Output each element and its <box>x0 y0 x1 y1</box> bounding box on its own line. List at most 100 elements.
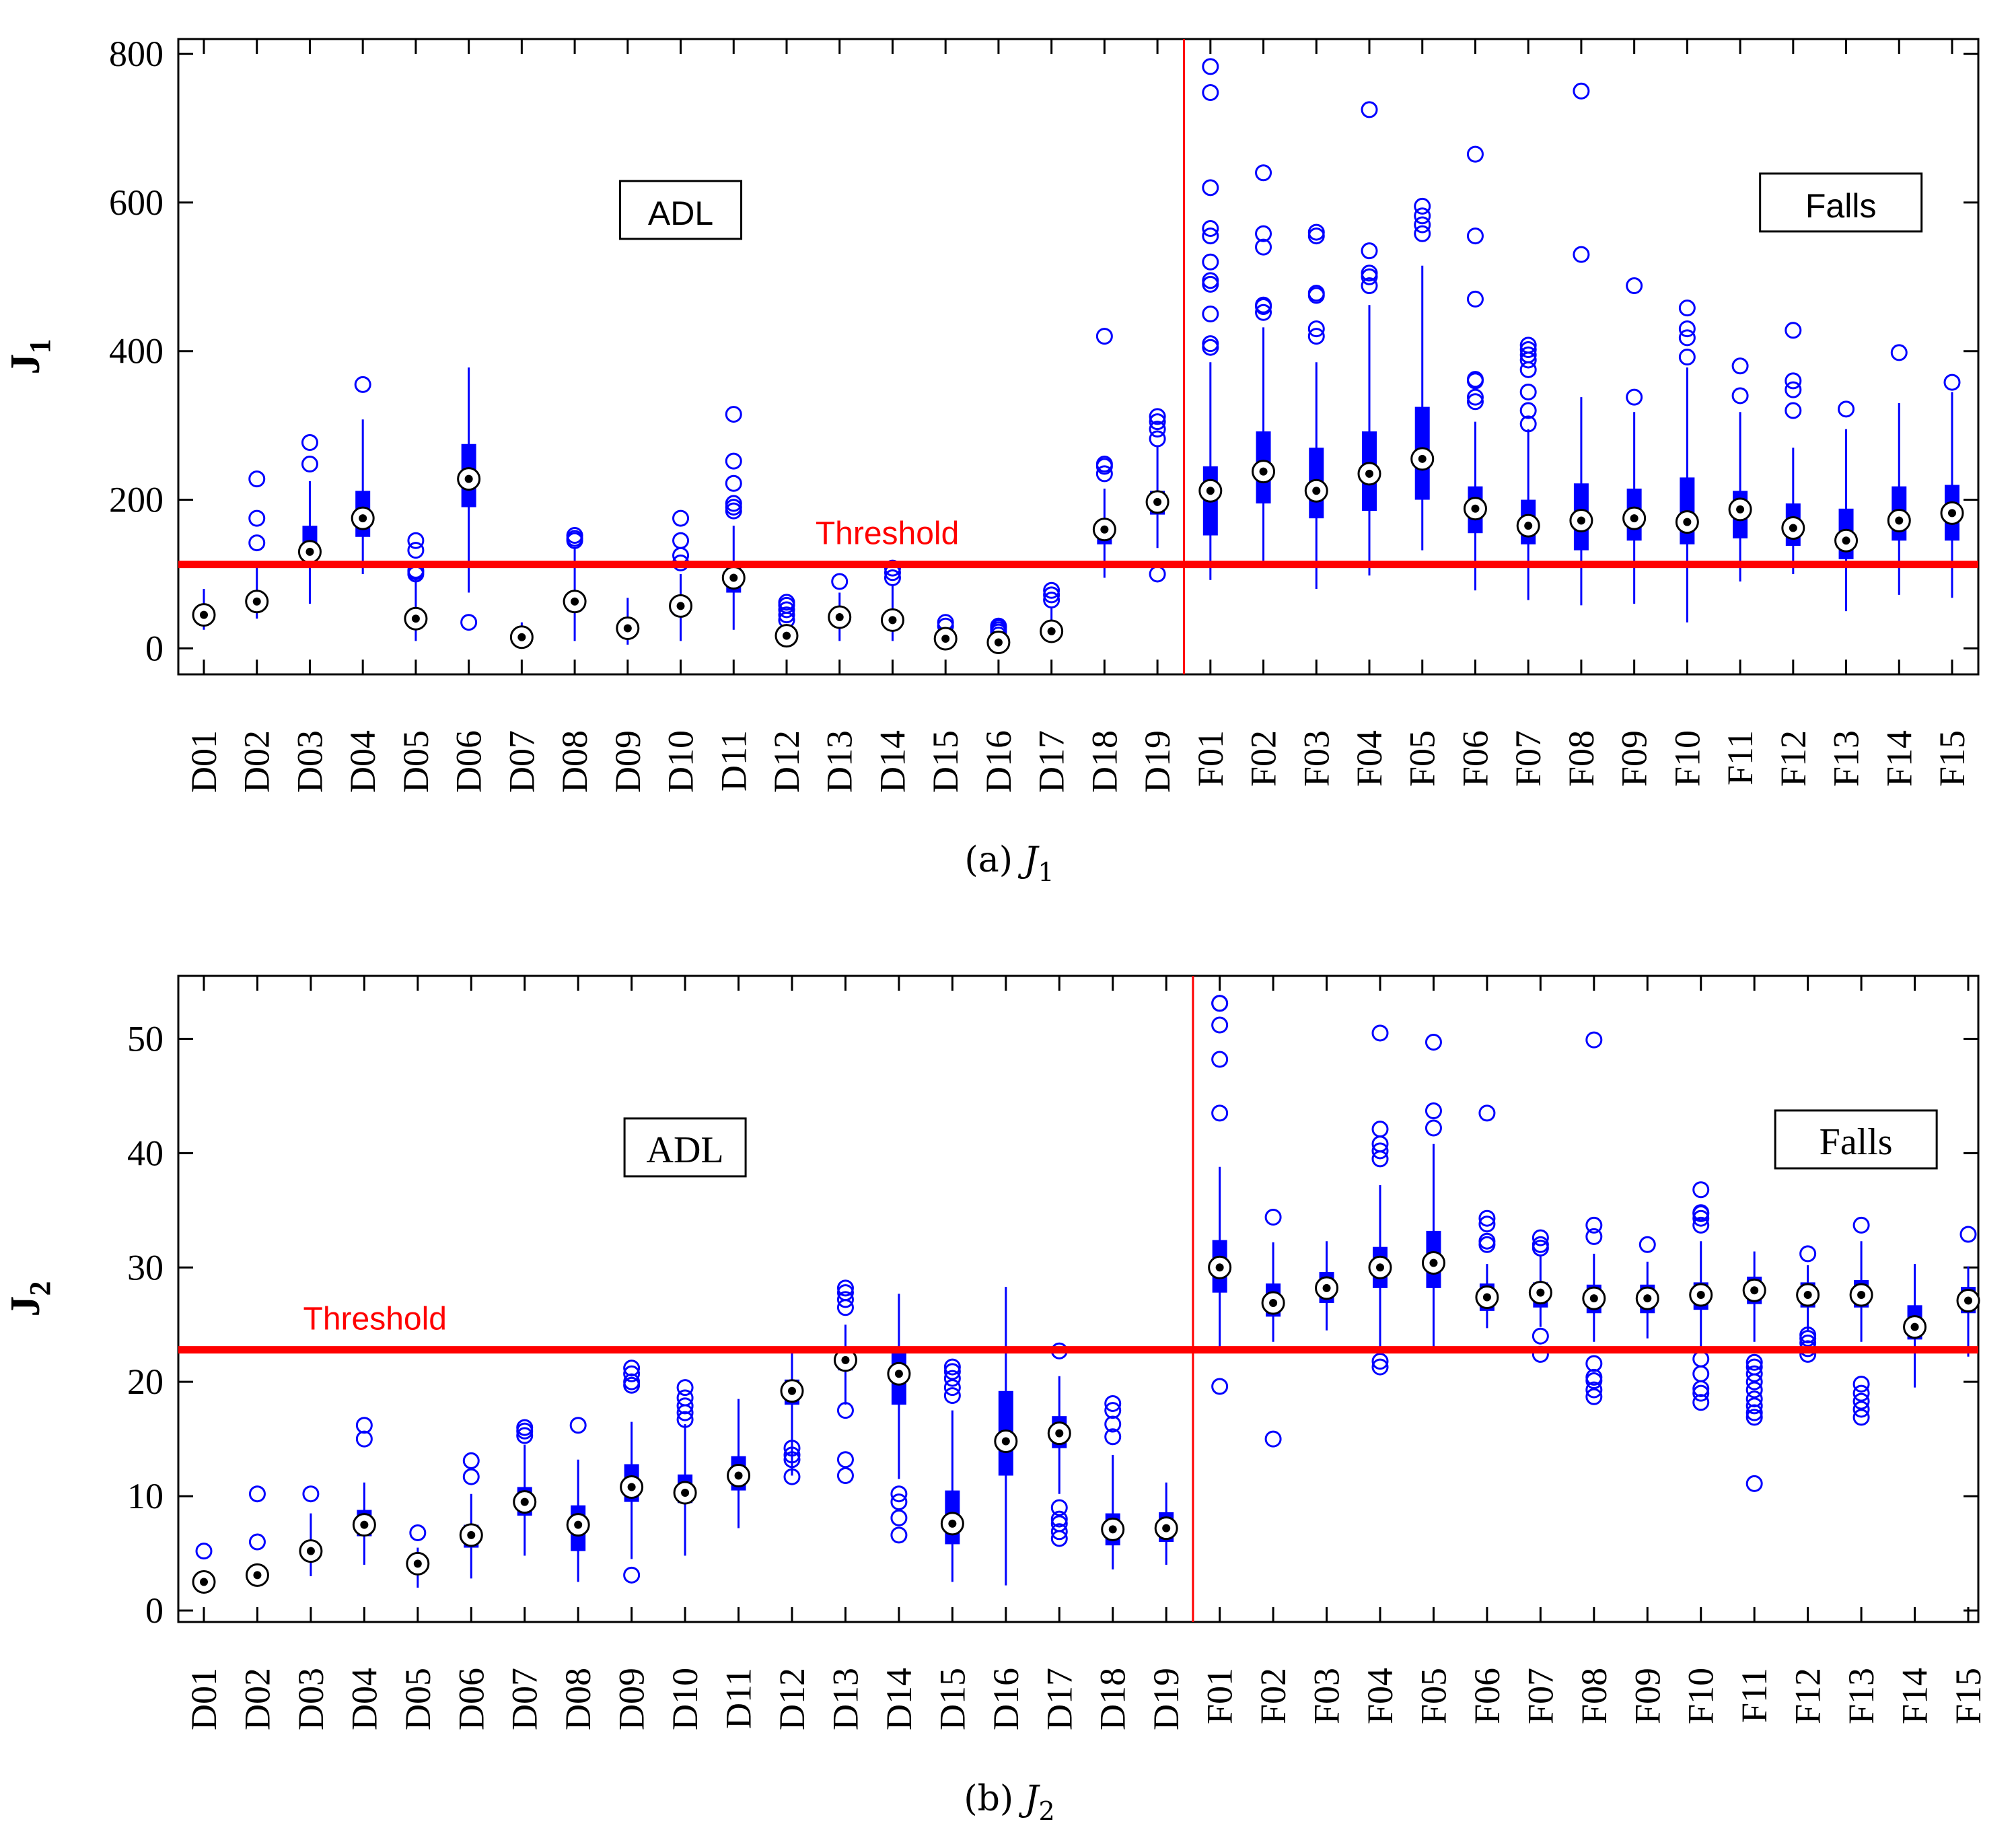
x-tick-label: F15 <box>1932 730 1972 787</box>
outlier-point <box>1202 220 1219 238</box>
x-tick-label: D10 <box>661 730 701 793</box>
box-D19 <box>1154 1482 1178 1565</box>
outlier-point <box>1745 1365 1763 1382</box>
outlier-point <box>1678 320 1696 338</box>
outlier-point <box>1104 1428 1122 1446</box>
outlier-point <box>1852 1401 1870 1418</box>
median-dot <box>1429 1259 1438 1267</box>
median-dot <box>788 1386 796 1395</box>
outlier-point <box>1532 1236 1549 1253</box>
median-dot <box>1108 1525 1117 1534</box>
x-tick-label: F07 <box>1520 1668 1560 1724</box>
outlier-point <box>725 406 742 423</box>
box-D03 <box>299 1485 323 1577</box>
annotation-text: Falls <box>1820 1121 1893 1163</box>
median-dot <box>413 1559 422 1568</box>
annotation-falls: Falls <box>1774 1109 1938 1170</box>
outlier-point <box>943 1358 961 1376</box>
outlier-point <box>836 1291 854 1308</box>
box-D18 <box>1101 1394 1125 1569</box>
median-dot <box>360 1520 369 1529</box>
x-tick-label: D19 <box>1146 1668 1186 1730</box>
median-dot <box>252 597 261 606</box>
outlier-point <box>1799 1327 1817 1344</box>
box-D03 <box>297 434 322 604</box>
box-D06 <box>457 367 481 631</box>
outlier-point <box>462 1452 480 1469</box>
y-axis-label-sub: 1 <box>24 339 57 354</box>
outlier-point <box>1371 1024 1389 1042</box>
box-D09 <box>620 1360 644 1584</box>
box-D08 <box>563 527 587 641</box>
outlier-point <box>1211 1104 1229 1122</box>
median-dot <box>305 547 314 556</box>
outlier-point <box>1307 285 1325 302</box>
x-tick-label: F02 <box>1244 730 1284 787</box>
median-dot <box>1365 469 1373 478</box>
x-tick-label: F06 <box>1455 730 1495 787</box>
box-F12 <box>1781 322 1805 574</box>
box-F04 <box>1357 101 1381 576</box>
outlier-point <box>1095 328 1113 345</box>
x-tick-label: D08 <box>554 730 595 793</box>
box-D05 <box>406 1524 430 1588</box>
outlier-point <box>1785 381 1802 398</box>
outlier-point <box>778 594 795 611</box>
median-dot <box>411 614 420 623</box>
y-axis-label-sub: 2 <box>24 1281 57 1296</box>
median-dot <box>841 1355 850 1364</box>
median-dot <box>1047 627 1056 635</box>
outlier-point <box>566 527 583 544</box>
median-dot <box>1910 1322 1919 1331</box>
outlier-point <box>943 1370 961 1387</box>
box-D02 <box>245 470 269 619</box>
box-F05 <box>1421 1034 1445 1348</box>
outlier-point <box>1202 227 1219 245</box>
x-tick-label: D10 <box>665 1668 705 1730</box>
outlier-point <box>1307 227 1325 245</box>
outlier-point <box>1943 374 1961 391</box>
y-tick-label: 10 <box>127 1476 164 1516</box>
outlier-point <box>1050 1515 1068 1532</box>
outlier-point <box>1361 268 1378 285</box>
x-tick-label: D02 <box>237 730 277 793</box>
outlier-point <box>1043 592 1060 609</box>
box-D08 <box>566 1417 590 1582</box>
x-tick-label: D06 <box>451 1668 491 1730</box>
box-F09 <box>1622 277 1647 604</box>
y-tick-label: 30 <box>127 1247 164 1287</box>
outlier-point <box>1466 145 1484 163</box>
outlier-point <box>248 470 266 488</box>
outlier-point <box>1585 1372 1603 1389</box>
box-D16 <box>994 1287 1018 1586</box>
x-tick-label: F08 <box>1574 1668 1614 1724</box>
y-tick-label: 20 <box>127 1362 164 1402</box>
x-tick-label: D16 <box>986 1668 1026 1730</box>
outlier-point <box>1519 346 1537 363</box>
outlier-point <box>783 1446 801 1464</box>
x-tick-label: F10 <box>1681 1668 1721 1724</box>
median-dot <box>1100 525 1109 534</box>
outlier-point <box>569 1417 587 1434</box>
outlier-point <box>1626 277 1643 295</box>
median-dot <box>1418 454 1427 463</box>
outlier-point <box>1692 1181 1710 1199</box>
x-tick-label: D11 <box>719 1668 759 1729</box>
outlier-point <box>1425 1102 1442 1119</box>
outlier-point <box>1202 179 1219 197</box>
plot-frame <box>177 38 1980 676</box>
outlier-point <box>778 606 795 624</box>
median-dot <box>200 610 208 619</box>
outlier-point <box>1264 1430 1282 1448</box>
outlier-point <box>1361 277 1378 295</box>
median-dot <box>681 1489 690 1497</box>
box-F08 <box>1569 82 1593 606</box>
x-tick-label: D04 <box>343 730 383 793</box>
y-axis-label-main: J <box>3 1296 48 1317</box>
outlier-point <box>248 1485 266 1503</box>
outlier-point <box>890 1485 908 1503</box>
outlier-point <box>1852 1392 1870 1410</box>
box-D17 <box>1040 581 1064 643</box>
box-D14 <box>887 1294 911 1544</box>
